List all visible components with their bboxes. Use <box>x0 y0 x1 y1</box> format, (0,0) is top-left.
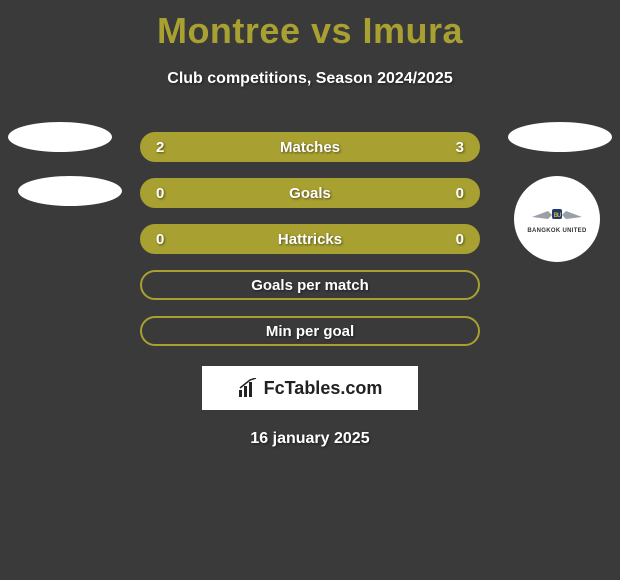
stat-label: Matches <box>280 139 340 156</box>
stat-label: Goals per match <box>251 277 369 294</box>
stat-label: Min per goal <box>266 323 354 340</box>
club-name: BANGKOK UNITED <box>527 228 586 234</box>
stat-right-value: 3 <box>444 139 464 156</box>
stat-row-hattricks: 0 Hattricks 0 <box>140 224 480 254</box>
player-left-badge-1 <box>8 122 112 152</box>
stat-label: Hattricks <box>278 231 342 248</box>
stat-right-value: 0 <box>444 185 464 202</box>
player-right-badge-1 <box>508 122 612 152</box>
stat-label: Goals <box>289 185 331 202</box>
stat-row-goals: 0 Goals 0 <box>140 178 480 208</box>
club-logo: BU BANGKOK UNITED <box>527 205 586 234</box>
date-label: 16 january 2025 <box>0 430 620 448</box>
page-title: Montree vs Imura <box>0 0 620 52</box>
stat-left-value: 2 <box>156 139 176 156</box>
stat-row-matches: 2 Matches 3 <box>140 132 480 162</box>
bar-chart-icon <box>238 378 260 398</box>
stat-left-value: 0 <box>156 231 176 248</box>
subtitle: Club competitions, Season 2024/2025 <box>0 70 620 88</box>
player-right-club-badge: BU BANGKOK UNITED <box>514 176 600 262</box>
stat-left-value: 0 <box>156 185 176 202</box>
brand-name: FcTables.com <box>264 378 383 399</box>
club-wings-icon: BU <box>530 205 584 226</box>
svg-text:BU: BU <box>554 213 561 219</box>
stat-row-min-per-goal: Min per goal <box>140 316 480 346</box>
player-left-badge-2 <box>18 176 122 206</box>
brand-box[interactable]: FcTables.com <box>202 366 418 410</box>
stat-row-goals-per-match: Goals per match <box>140 270 480 300</box>
stat-right-value: 0 <box>444 231 464 248</box>
